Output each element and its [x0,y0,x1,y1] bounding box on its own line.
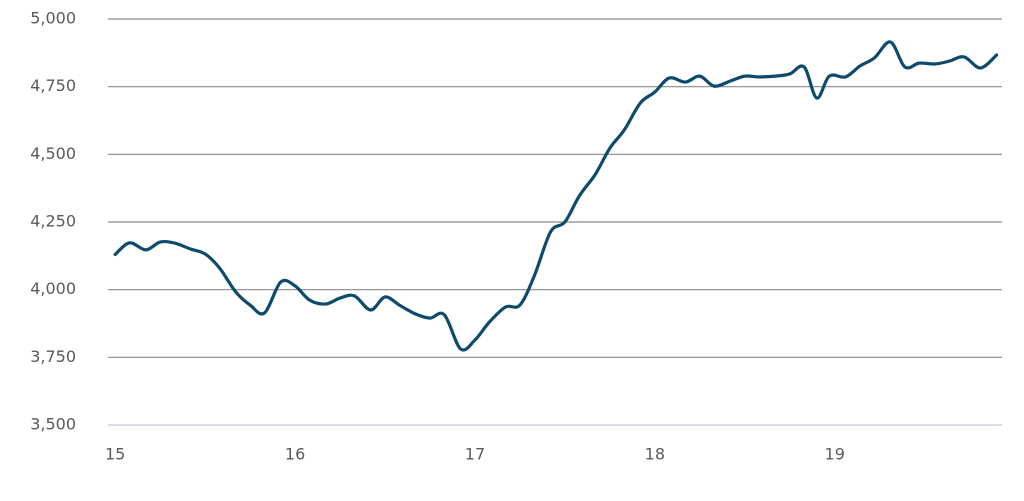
y-tick-label: 5,000 [30,9,76,28]
x-tick-label: 17 [465,445,485,464]
y-tick-label: 4,750 [30,76,76,95]
y-tick-label: 4,250 [30,212,76,231]
x-tick-label: 15 [105,445,125,464]
line [113,40,999,352]
x-tick-label: 18 [645,445,665,464]
y-tick-label: 3,750 [30,347,76,366]
y-tick-label: 4,500 [30,144,76,163]
x-tick-label: 19 [825,445,845,464]
y-tick-label: 3,500 [30,415,76,434]
y-tick-label: 4,000 [30,279,76,298]
x-tick-label: 16 [285,445,305,464]
